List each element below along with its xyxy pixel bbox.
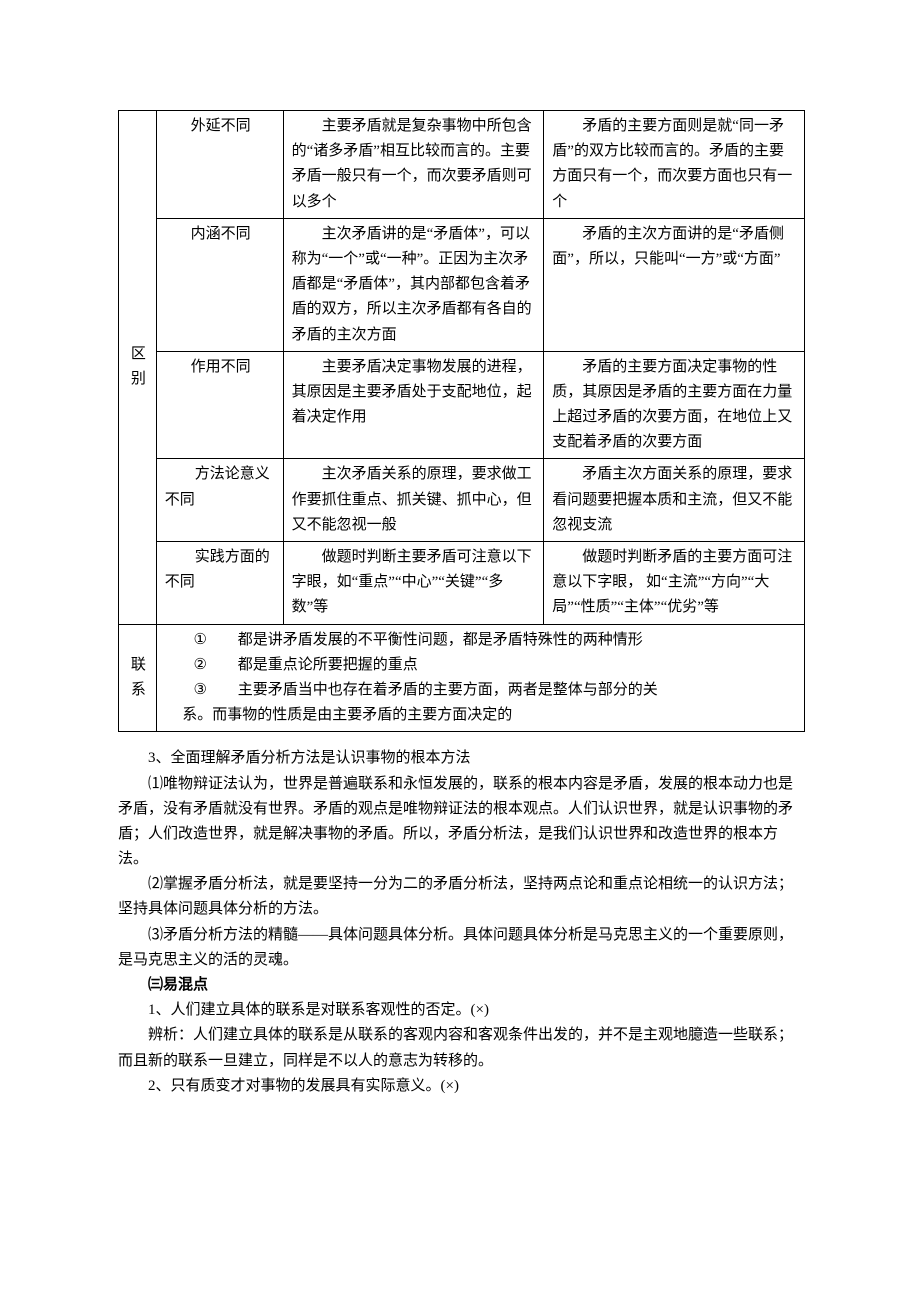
table-row: 区别 外延不同 主要矛盾就是复杂事物中所包含的“诸多矛盾”相互比较而言的。主要矛… xyxy=(119,111,805,219)
number-marker: ① xyxy=(163,628,238,653)
row-label: 内涵不同 xyxy=(156,218,283,351)
table-row: 实践方面的不同 做题时判断主要矛盾可注意以下字眼，如“重点”“中心”“关键”“多… xyxy=(119,542,805,625)
cell: 矛盾的主要方面决定事物的性质，其原因是矛盾的主要方面在力量上超过矛盾的次要方面，… xyxy=(544,351,805,459)
page: 区别 外延不同 主要矛盾就是复杂事物中所包含的“诸多矛盾”相互比较而言的。主要矛… xyxy=(0,0,920,1189)
table-row-conn: 联系 ① 都是讲矛盾发展的不平衡性问题，都是矛盾特殊性的两种情形 ② 都是重点论… xyxy=(119,624,805,732)
comparison-table: 区别 外延不同 主要矛盾就是复杂事物中所包含的“诸多矛盾”相互比较而言的。主要矛… xyxy=(118,110,805,732)
table-row: 作用不同 主要矛盾决定事物发展的进程，其原因是主要矛盾处于支配地位，起着决定作用… xyxy=(119,351,805,459)
cell: 主要矛盾决定事物发展的进程，其原因是主要矛盾处于支配地位，起着决定作用 xyxy=(283,351,544,459)
cell: 矛盾的主次方面讲的是“矛盾侧面”，所以，只能叫“一方”或“方面” xyxy=(544,218,805,351)
cell: 主次矛盾关系的原理，要求做工作要抓住重点、抓关键、抓中心，但又不能忽视一般 xyxy=(283,459,544,542)
paragraph: ⑶矛盾分析方法的精髓——具体问题具体分析。具体问题具体分析是马克思主义的一个重要… xyxy=(118,923,805,973)
row-label: 方法论意义不同 xyxy=(156,459,283,542)
table-row: 方法论意义不同 主次矛盾关系的原理，要求做工作要抓住重点、抓关键、抓中心，但又不… xyxy=(119,459,805,542)
connection-cell: ① 都是讲矛盾发展的不平衡性问题，都是矛盾特殊性的两种情形 ② 都是重点论所要把… xyxy=(156,624,804,732)
row-label: 外延不同 xyxy=(156,111,283,219)
table-row: 内涵不同 主次矛盾讲的是“矛盾体”，可以称为“一个”或“一种”。正因为主次矛盾都… xyxy=(119,218,805,351)
conn-line-3: ③ 主要矛盾当中也存在着矛盾的主要方面，两者是整体与部分的关 xyxy=(163,678,798,703)
item-2: 2、只有质变才对事物的发展具有实际意义。(×) xyxy=(118,1074,805,1099)
item-1: 1、人们建立具体的联系是对联系客观性的否定。(×) xyxy=(118,998,805,1023)
category-cell-lianxi: 联系 xyxy=(119,624,157,732)
cell: 矛盾的主要方面则是就“同一矛盾”的双方比较而言的。矛盾的主要方面只有一个，而次要… xyxy=(544,111,805,219)
row-label: 实践方面的不同 xyxy=(156,542,283,625)
paragraph: ⑵掌握矛盾分析法，就是要坚持一分为二的矛盾分析法，坚持两点论和重点论相统一的认识… xyxy=(118,872,805,922)
conn-line-2: ② 都是重点论所要把握的重点 xyxy=(163,653,798,678)
row-label: 作用不同 xyxy=(156,351,283,459)
number-marker: ② xyxy=(163,653,238,678)
cell: 做题时判断主要矛盾可注意以下字眼，如“重点”“中心”“关键”“多数”等 xyxy=(283,542,544,625)
subheading-yihun: ㈢易混点 xyxy=(118,973,805,998)
conn-line-3b: 系。而事物的性质是由主要矛盾的主要方面决定的 xyxy=(182,703,798,728)
cell: 主次矛盾讲的是“矛盾体”，可以称为“一个”或“一种”。正因为主次矛盾都是“矛盾体… xyxy=(283,218,544,351)
cell: 主要矛盾就是复杂事物中所包含的“诸多矛盾”相互比较而言的。主要矛盾一般只有一个，… xyxy=(283,111,544,219)
cell: 矛盾主次方面关系的原理，要求看问题要把握本质和主流，但又不能忽视支流 xyxy=(544,459,805,542)
conn-line-1: ① 都是讲矛盾发展的不平衡性问题，都是矛盾特殊性的两种情形 xyxy=(163,628,798,653)
label: 区别 xyxy=(131,346,146,387)
item-1-analysis: 辨析：人们建立具体的联系是从联系的客观内容和客观条件出发的，并不是主观地臆造一些… xyxy=(118,1023,805,1073)
paragraph: ⑴唯物辩证法认为，世界是普遍联系和永恒发展的，联系的根本内容是矛盾，发展的根本动… xyxy=(118,772,805,873)
heading-3: 3、全面理解矛盾分析方法是认识事物的根本方法 xyxy=(118,746,805,771)
body-text: 3、全面理解矛盾分析方法是认识事物的根本方法 ⑴唯物辩证法认为，世界是普遍联系和… xyxy=(118,746,805,1099)
label: 联系 xyxy=(131,657,146,698)
cell: 做题时判断矛盾的主要方面可注意以下字眼， 如“主流”“方向”“大局”“性质”“主… xyxy=(544,542,805,625)
number-marker: ③ xyxy=(163,678,238,703)
category-cell-qubie: 区别 xyxy=(119,111,157,625)
